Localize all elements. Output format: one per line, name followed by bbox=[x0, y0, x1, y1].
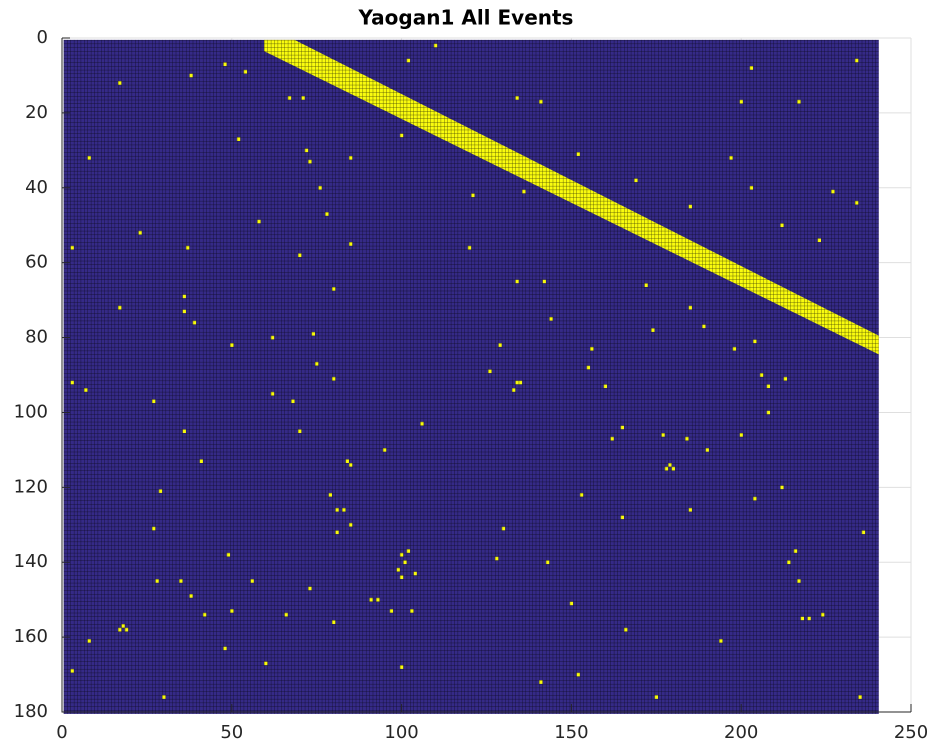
x-tick-label: 100 bbox=[384, 722, 418, 743]
y-tick-label: 140 bbox=[14, 551, 48, 572]
x-tick-label: 0 bbox=[56, 722, 67, 743]
y-tick-label: 60 bbox=[25, 252, 48, 273]
x-tick-label: 200 bbox=[724, 722, 758, 743]
y-tick-label: 40 bbox=[25, 177, 48, 198]
x-tick-label: 150 bbox=[554, 722, 588, 743]
y-tick-label: 80 bbox=[25, 327, 48, 348]
y-tick-label: 120 bbox=[14, 476, 48, 497]
x-tick-label: 50 bbox=[220, 722, 243, 743]
y-tick-label: 20 bbox=[25, 102, 48, 123]
chart-title: Yaogan1 All Events bbox=[358, 6, 574, 30]
y-tick-label: 100 bbox=[14, 401, 48, 422]
chart: Yaogan1 All Events 0 50 100 150 200 250 0 20 40 6… bbox=[0, 0, 936, 747]
y-tick-label: 180 bbox=[14, 701, 48, 722]
y-tick-label: 160 bbox=[14, 626, 48, 647]
y-tick-label: 0 bbox=[37, 27, 48, 48]
x-tick-label: 250 bbox=[894, 722, 928, 743]
cell-edges bbox=[64, 40, 879, 714]
